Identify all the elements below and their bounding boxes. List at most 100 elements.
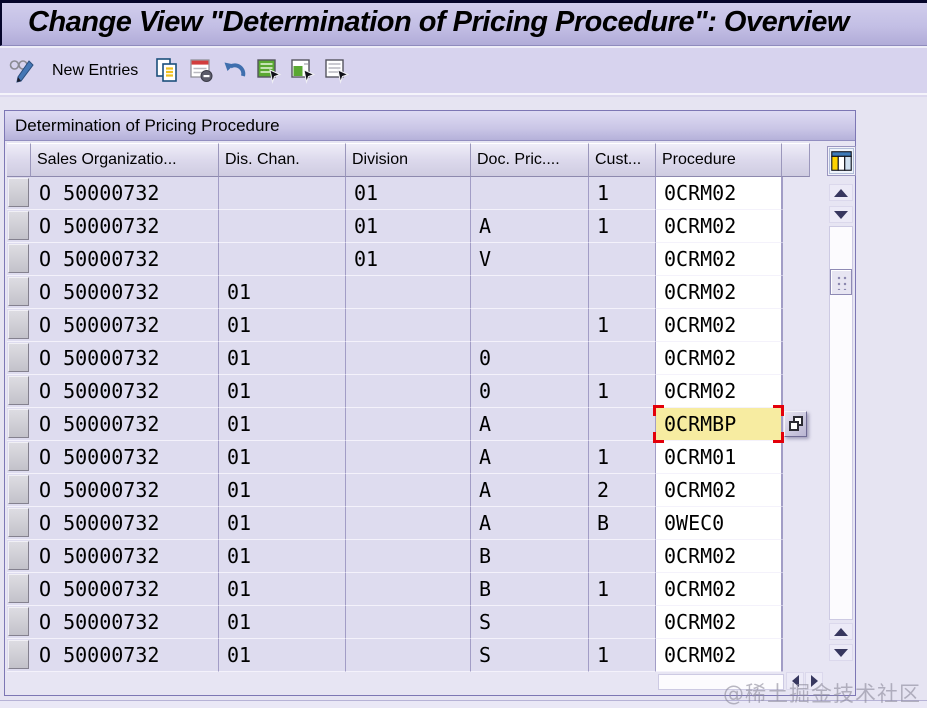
cell-cust[interactable]: 2 [589,474,656,507]
cell-dis_chan[interactable]: 01 [219,342,346,375]
cell-doc_pric[interactable]: B [471,573,589,606]
column-header-division[interactable]: Division [346,143,471,177]
cell-division[interactable] [346,375,471,408]
cell-dis_chan[interactable] [219,177,346,210]
cell-procedure[interactable]: 0CRM02 [656,540,782,573]
row-selector[interactable] [8,475,29,504]
cell-dis_chan[interactable]: 01 [219,606,346,639]
display-change-icon[interactable] [8,57,35,84]
cell-procedure[interactable]: 0CRM02 [656,243,782,276]
cell-cust[interactable]: 1 [589,375,656,408]
cell-dis_chan[interactable]: 01 [219,375,346,408]
cell-cust[interactable] [589,276,656,309]
row-selector[interactable] [8,310,29,339]
cell-sales_org[interactable]: O 50000732 [31,573,219,606]
row-selector[interactable] [8,244,29,273]
cell-doc_pric[interactable]: S [471,639,589,672]
cell-procedure[interactable]: 0WEC0 [656,507,782,540]
cell-doc_pric[interactable]: A [471,210,589,243]
horizontal-scrollbar-track[interactable] [658,674,784,690]
cell-sales_org[interactable]: O 50000732 [31,474,219,507]
cell-doc_pric[interactable]: A [471,507,589,540]
cell-division[interactable]: 01 [346,243,471,276]
cell-cust[interactable]: 1 [589,441,656,474]
scroll-left-button[interactable] [786,672,804,690]
cell-sales_org[interactable]: O 50000732 [31,276,219,309]
cell-division[interactable] [346,606,471,639]
cell-dis_chan[interactable] [219,210,346,243]
undo-icon[interactable] [222,57,249,84]
cell-division[interactable] [346,276,471,309]
delete-icon[interactable] [188,57,215,84]
cell-doc_pric[interactable]: 0 [471,375,589,408]
row-selector[interactable] [8,640,29,669]
cell-procedure[interactable]: 0CRM02 [656,177,782,210]
select-block-icon[interactable] [290,57,317,84]
cell-procedure[interactable]: 0CRM02 [656,639,782,672]
row-selector[interactable] [8,211,29,240]
row-selector-header[interactable] [7,143,31,177]
column-header-sales_org[interactable]: Sales Organizatio... [31,143,219,177]
copy-as-icon[interactable] [154,57,181,84]
cell-sales_org[interactable]: O 50000732 [31,177,219,210]
cell-cust[interactable] [589,408,656,441]
cell-procedure[interactable]: 0CRM01 [656,441,782,474]
cell-doc_pric[interactable]: 0 [471,342,589,375]
column-header-doc_pric[interactable]: Doc. Pric.... [471,143,589,177]
scroll-up-button[interactable] [829,184,853,201]
cell-cust[interactable]: 1 [589,177,656,210]
cell-sales_org[interactable]: O 50000732 [31,342,219,375]
cell-division[interactable] [346,507,471,540]
cell-dis_chan[interactable]: 01 [219,276,346,309]
new-entries-button[interactable]: New Entries [52,61,139,79]
cell-dis_chan[interactable] [219,243,346,276]
cell-procedure[interactable]: 0CRM02 [656,474,782,507]
row-selector[interactable] [8,508,29,537]
cell-dis_chan[interactable]: 01 [219,639,346,672]
cell-dis_chan[interactable]: 01 [219,474,346,507]
cell-dis_chan[interactable]: 01 [219,540,346,573]
cell-sales_org[interactable]: O 50000732 [31,639,219,672]
cell-dis_chan[interactable]: 01 [219,408,346,441]
row-selector[interactable] [8,376,29,405]
cell-procedure[interactable]: 0CRM02 [656,342,782,375]
row-selector[interactable] [8,178,29,207]
value-help-button[interactable] [784,411,807,437]
cell-cust[interactable] [589,243,656,276]
cell-sales_org[interactable]: O 50000732 [31,540,219,573]
cell-division[interactable] [346,540,471,573]
cell-sales_org[interactable]: O 50000732 [31,210,219,243]
cell-cust[interactable]: 1 [589,639,656,672]
scroll-page-up-button[interactable] [829,623,853,640]
cell-division[interactable] [346,441,471,474]
cell-procedure[interactable]: 0CRM02 [656,375,782,408]
cell-cust[interactable] [589,606,656,639]
row-selector[interactable] [8,277,29,306]
cell-procedure[interactable]: 0CRM02 [656,276,782,309]
table-settings-button[interactable] [827,146,856,176]
cell-doc_pric[interactable]: A [471,474,589,507]
column-header-dis_chan[interactable]: Dis. Chan. [219,143,346,177]
cell-cust[interactable]: 1 [589,210,656,243]
cell-cust[interactable]: 1 [589,573,656,606]
deselect-all-icon[interactable] [324,57,351,84]
cell-doc_pric[interactable] [471,177,589,210]
cell-procedure[interactable]: 0CRM02 [656,606,782,639]
cell-doc_pric[interactable] [471,276,589,309]
cell-cust[interactable] [589,540,656,573]
row-selector[interactable] [8,409,29,438]
select-all-icon[interactable] [256,57,283,84]
cell-division[interactable] [346,309,471,342]
cell-division[interactable] [346,342,471,375]
row-selector[interactable] [8,541,29,570]
row-selector[interactable] [8,607,29,636]
cell-sales_org[interactable]: O 50000732 [31,606,219,639]
row-selector[interactable] [8,574,29,603]
cell-procedure[interactable]: 0CRM02 [656,309,782,342]
cell-sales_org[interactable]: O 50000732 [31,507,219,540]
cell-cust[interactable] [589,342,656,375]
cell-dis_chan[interactable]: 01 [219,507,346,540]
cell-dis_chan[interactable]: 01 [219,441,346,474]
selected-cell[interactable]: 0CRMBP [653,405,784,443]
cell-cust[interactable]: B [589,507,656,540]
